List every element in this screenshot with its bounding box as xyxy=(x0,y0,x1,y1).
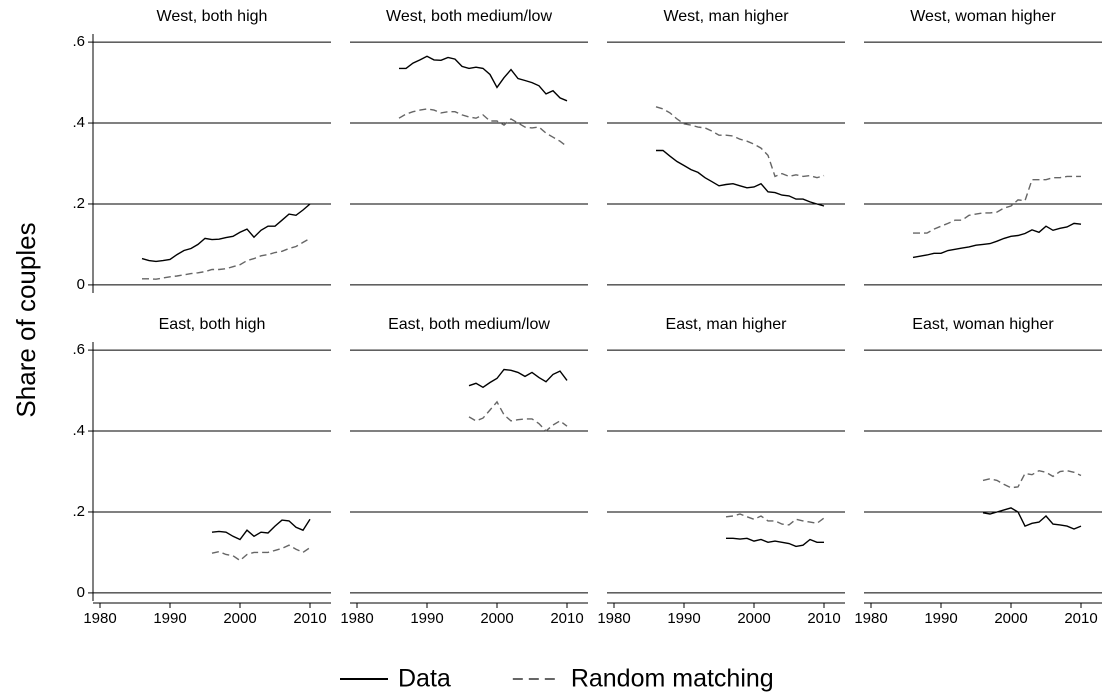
data-line xyxy=(656,149,825,207)
legend-label: Data xyxy=(398,665,451,693)
panel-title: East, woman higher xyxy=(912,316,1054,333)
y-tick-label: 0 xyxy=(77,584,85,601)
data-line xyxy=(398,108,568,148)
data-line xyxy=(725,513,825,526)
panel-title: East, man higher xyxy=(666,316,788,333)
data-line xyxy=(142,237,311,280)
x-tick-label: 2010 xyxy=(1064,610,1097,627)
y-tick-label: .4 xyxy=(72,422,85,439)
y-tick-label: 0 xyxy=(77,276,85,293)
x-tick-label: 1980 xyxy=(340,610,373,627)
x-tick-label: 1980 xyxy=(83,610,116,627)
data-line xyxy=(211,518,311,541)
y-tick-label: .6 xyxy=(72,341,85,358)
x-tick-label: 2000 xyxy=(223,610,256,627)
x-tick-label: 2010 xyxy=(807,610,840,627)
x-tick-label: 1980 xyxy=(854,610,887,627)
x-tick-label: 2000 xyxy=(737,610,770,627)
y-axis-label: Share of couples xyxy=(11,222,41,417)
x-tick-label: 1990 xyxy=(924,610,957,627)
x-tick-label: 1990 xyxy=(153,610,186,627)
y-tick-label: .2 xyxy=(72,503,85,520)
data-line xyxy=(655,106,825,179)
data-line xyxy=(468,400,568,432)
x-tick-label: 1980 xyxy=(597,610,630,627)
y-tick-label: .2 xyxy=(72,195,85,212)
x-tick-label: 2010 xyxy=(550,610,583,627)
panel-title: East, both medium/low xyxy=(388,316,550,333)
panel-title: West, both medium/low xyxy=(386,8,552,25)
legend-label: Random matching xyxy=(571,665,774,693)
data-line xyxy=(399,55,568,102)
x-tick-label: 1990 xyxy=(667,610,700,627)
data-line xyxy=(982,469,1082,489)
data-line xyxy=(468,368,568,389)
panel-title: West, woman higher xyxy=(910,8,1056,25)
data-line xyxy=(912,222,1082,259)
data-line xyxy=(913,175,1081,234)
x-tick-label: 2010 xyxy=(293,610,326,627)
panel-title: East, both high xyxy=(159,316,266,333)
x-tick-label: 2000 xyxy=(994,610,1027,627)
data-line xyxy=(726,537,824,548)
data-line xyxy=(141,203,311,263)
y-tick-label: .4 xyxy=(72,114,85,131)
data-line xyxy=(982,507,1082,530)
data-line xyxy=(211,544,311,562)
y-tick-label: .6 xyxy=(72,33,85,50)
x-tick-label: 1990 xyxy=(410,610,443,627)
panel-title: West, man higher xyxy=(663,8,789,25)
panel-title: West, both high xyxy=(157,8,268,25)
x-tick-label: 2000 xyxy=(480,610,513,627)
